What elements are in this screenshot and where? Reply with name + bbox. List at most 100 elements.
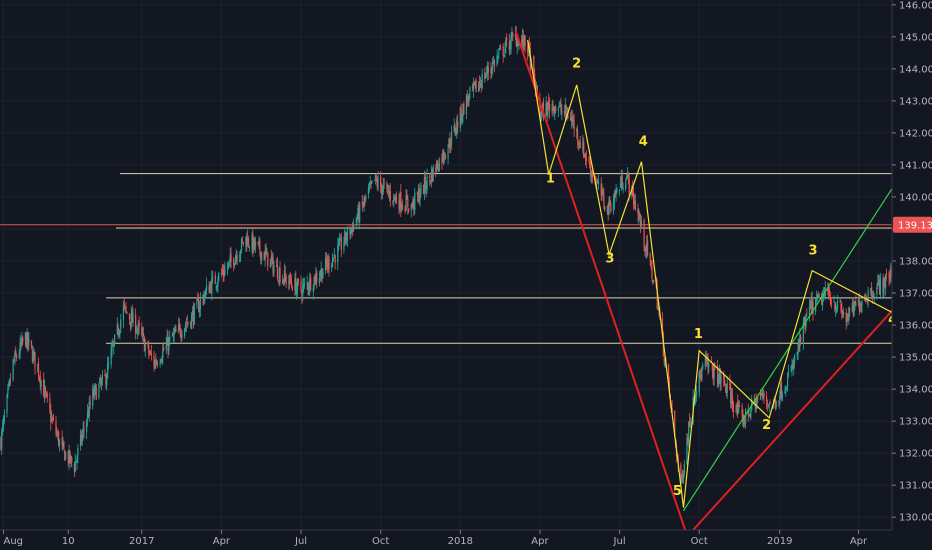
candle-body <box>620 175 622 186</box>
candle-body <box>190 321 192 327</box>
candle-body <box>216 285 218 288</box>
candle-body <box>793 361 795 370</box>
candle-body <box>857 299 860 306</box>
candle-body <box>506 37 508 40</box>
candle-body <box>321 268 323 280</box>
candle-body <box>198 299 200 312</box>
candle-body <box>822 296 824 306</box>
candle-body <box>780 382 783 399</box>
candle-body <box>737 406 740 414</box>
candle-body <box>169 336 171 341</box>
candle-body <box>454 126 456 133</box>
candle-body <box>318 277 321 284</box>
candle-body <box>137 324 139 329</box>
candle-body <box>100 379 103 385</box>
candle-body <box>245 236 247 244</box>
candle-body <box>708 363 710 367</box>
candle-body <box>34 351 36 368</box>
candle-body <box>160 360 162 362</box>
candle-body <box>159 362 161 365</box>
candle-body <box>499 48 501 50</box>
candle-body <box>610 204 612 212</box>
candle-body <box>21 337 23 346</box>
candle-body <box>382 184 384 192</box>
candle-body <box>204 294 206 300</box>
time-tick-label: Aug <box>4 536 24 547</box>
candle-body <box>443 151 445 159</box>
candle-body <box>81 434 83 441</box>
candle-body <box>418 189 420 202</box>
candle-body <box>136 329 138 333</box>
candle-body <box>254 238 256 248</box>
candle-body <box>419 195 421 200</box>
candle-body <box>699 371 701 377</box>
candle-body <box>9 379 11 385</box>
candle-body <box>193 304 195 325</box>
candle-body <box>504 48 506 54</box>
candle-body <box>258 241 260 243</box>
elliott-waves <box>527 39 921 508</box>
price-tick-label: 133.00 <box>899 417 932 428</box>
candle-body <box>303 283 305 287</box>
candle-body <box>583 153 586 157</box>
candle-body <box>522 35 524 48</box>
candle-body <box>27 332 29 345</box>
candle-body <box>106 377 108 386</box>
candle-body <box>872 295 874 299</box>
candle-body <box>644 246 646 251</box>
candle-body <box>742 414 744 426</box>
candle-body <box>168 338 170 351</box>
candle-body <box>457 121 459 128</box>
candle-body <box>766 403 769 404</box>
price-tick-label: 143.00 <box>899 96 932 107</box>
wave-label: 2 <box>572 56 581 71</box>
time-axis[interactable]: Aug 10 2017 Apr Jul Oct 2018 Apr Jul Oct 2019 Apr <box>0 529 932 550</box>
candle-body <box>459 107 461 128</box>
candle-body <box>701 369 703 380</box>
candle-body <box>104 373 106 376</box>
time-tick-label: 2017 <box>129 536 154 547</box>
candle-body <box>716 365 719 385</box>
candle-body <box>885 272 888 275</box>
candle-body <box>98 384 100 398</box>
candle-body <box>184 328 186 337</box>
candle-body <box>516 39 518 48</box>
price-axis[interactable]: 130.00 131.00 132.00 133.00 134.00 135.00 136.… <box>891 0 932 550</box>
candle-body <box>836 308 838 311</box>
candle-body <box>653 280 655 283</box>
candle-body <box>499 47 502 49</box>
candle-body <box>240 250 242 254</box>
candle-body <box>545 102 547 118</box>
price-tick-label: 137.00 <box>899 289 932 300</box>
candle-body <box>730 388 732 404</box>
candle-body <box>290 281 293 285</box>
candle-body <box>380 184 383 194</box>
candle-body <box>356 217 358 223</box>
candle-body <box>223 272 225 276</box>
candle-body <box>87 413 89 418</box>
candle-body <box>555 106 557 111</box>
candle-body <box>285 276 287 284</box>
candle-body <box>363 198 365 206</box>
candle-body <box>407 198 409 208</box>
candle-body <box>577 143 580 145</box>
candle-body <box>756 400 758 409</box>
candle-body <box>117 327 119 335</box>
candle-body <box>608 198 610 215</box>
candle-body <box>118 332 120 336</box>
candle-body <box>58 439 61 446</box>
candle-body <box>787 376 789 387</box>
time-tick-label: 2018 <box>448 536 473 547</box>
candle-body <box>607 207 609 215</box>
candle-body <box>20 341 22 345</box>
candle-body <box>582 141 584 150</box>
support-trendline <box>514 30 687 531</box>
candle-body <box>191 314 193 329</box>
candle-body <box>248 246 251 248</box>
candle-body <box>768 404 770 406</box>
price-tick-label: 146.00 <box>899 0 932 11</box>
candle-body <box>0 438 2 450</box>
wave-path <box>527 39 921 508</box>
wave-label: 1 <box>546 172 555 187</box>
